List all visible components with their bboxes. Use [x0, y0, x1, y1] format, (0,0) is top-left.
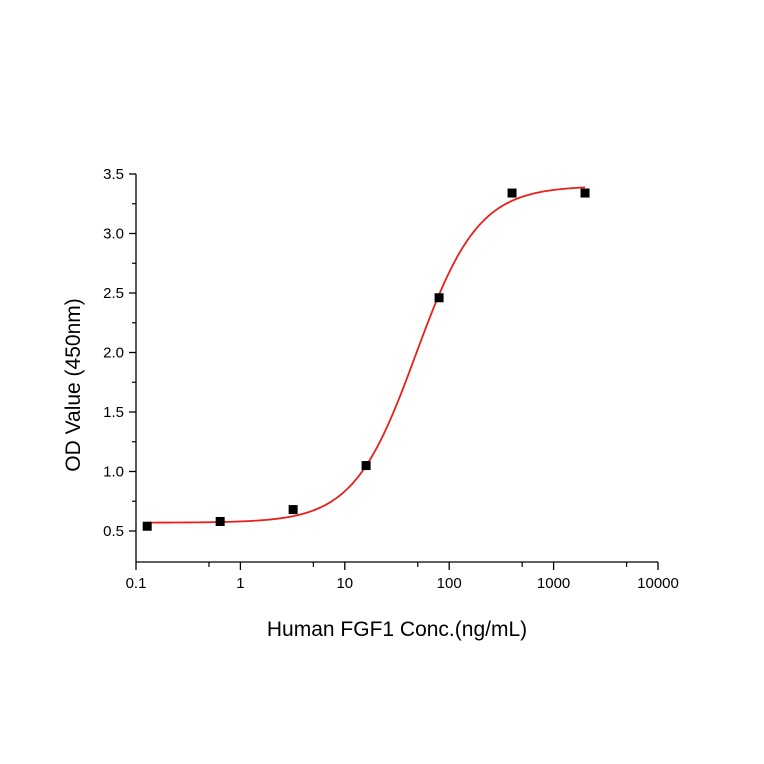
y-axis-ticks: 0.5 1.0 1.5 2.0 2.5 3.0 3.5 [103, 166, 136, 540]
fit-curve [147, 186, 586, 524]
x-axis-ticks: 0.1 1 10 100 1000 10000 [126, 562, 679, 592]
x-tick-label: 10000 [637, 575, 679, 592]
y-tick-label: 1.0 [103, 464, 124, 481]
y-axis-title: OD Value (450nm) [62, 298, 85, 472]
data-point [434, 293, 444, 303]
y-tick-label: 2.0 [103, 345, 124, 362]
data-point [142, 521, 152, 531]
data-points [142, 188, 590, 531]
x-tick-label: 1 [236, 575, 244, 592]
y-tick-label: 1.5 [103, 404, 124, 421]
y-tick-label: 2.5 [103, 285, 124, 302]
data-point [288, 505, 298, 515]
x-tick-label: 0.1 [126, 575, 147, 592]
data-point [215, 516, 225, 526]
x-tick-label: 10 [336, 575, 353, 592]
y-tick-label: 3.0 [103, 226, 124, 243]
data-point [580, 188, 590, 198]
x-tick-label: 100 [437, 575, 462, 592]
data-point [361, 461, 371, 471]
axes [135, 174, 658, 563]
x-axis-title: Human FGF1 Conc.(ng/mL) [267, 618, 527, 641]
y-tick-label: 3.5 [103, 166, 124, 183]
data-point [507, 188, 517, 198]
y-tick-label: 0.5 [103, 523, 124, 540]
x-tick-label: 1000 [537, 575, 570, 592]
